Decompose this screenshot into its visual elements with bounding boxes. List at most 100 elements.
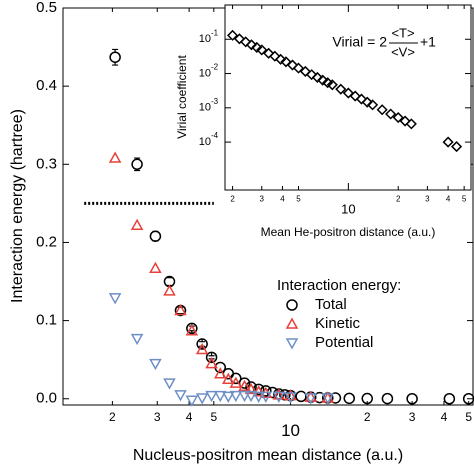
data-point (306, 69, 318, 81)
y-tick-label: 10 (199, 67, 211, 79)
legend-label: Kinetic (315, 315, 361, 332)
x-tick-label: 4 (441, 410, 448, 424)
data-point (149, 358, 162, 371)
data-point (263, 47, 275, 59)
data-point (213, 367, 227, 379)
x-tick-label: 2 (396, 194, 401, 203)
data-point (273, 388, 285, 400)
data-point (149, 261, 162, 273)
main-chart: 2 3 4 5 10 2 3 4 5 0.0 0.1 0.2 0.3 0.4 0.5 Nucleus-posi… (9, 0, 474, 464)
data-point (321, 393, 335, 405)
data-point (195, 393, 209, 405)
y-tick-label: 0.1 (36, 312, 57, 329)
data-point (272, 388, 286, 400)
error-bar (112, 48, 119, 66)
data-point (163, 378, 176, 390)
data-point (149, 230, 162, 242)
data-point (284, 389, 297, 401)
data-point (343, 392, 356, 405)
x-tick-label: 5 (465, 410, 472, 424)
data-point (252, 391, 265, 403)
error-bar (199, 339, 206, 350)
data-point (108, 151, 122, 163)
x-tick-label: 3 (409, 410, 416, 424)
data-point (326, 79, 338, 91)
legend-marker (285, 317, 299, 329)
x-tick-label: 3 (260, 194, 265, 203)
data-point (284, 392, 297, 404)
data-point (131, 158, 143, 170)
data-point (385, 108, 397, 120)
formula-numerator: <T> (391, 25, 414, 40)
x-tick-label: 10 (341, 202, 355, 217)
data-point (195, 342, 209, 355)
y-tick-label: 0.4 (36, 77, 57, 94)
data-point (335, 83, 347, 95)
data-point (251, 41, 263, 53)
x-tick-label: 3 (425, 194, 430, 203)
data-point (233, 33, 245, 45)
data-point (229, 390, 243, 403)
data-point (299, 65, 311, 78)
data-point (130, 333, 144, 346)
data-point (381, 392, 394, 405)
data-point (174, 303, 187, 316)
data-point (442, 136, 454, 148)
data-point (405, 118, 417, 130)
data-point (205, 357, 218, 369)
data-point (376, 104, 388, 116)
data-point (355, 93, 368, 105)
data-point (196, 338, 208, 350)
y-tick-label: 10 (199, 102, 211, 114)
data-point (244, 390, 258, 403)
legend-label: Potential (315, 334, 373, 351)
y-tick-label: 0.2 (36, 233, 57, 250)
y-tick-label: 10 (199, 136, 211, 148)
data-point (361, 96, 373, 108)
y-tick-exponent: -4 (211, 131, 219, 140)
data-point (185, 395, 199, 407)
data-point (295, 390, 307, 403)
data-point (311, 71, 323, 83)
y-tick-exponent: -3 (211, 97, 219, 106)
data-point (304, 390, 317, 402)
data-point (392, 111, 404, 124)
legend-label: Total (315, 296, 347, 313)
y-tick-label: 0.0 (36, 390, 57, 407)
x-tick-label: 3 (154, 410, 161, 424)
error-bar (208, 352, 215, 363)
x-tick-label: 5 (210, 410, 217, 424)
data-point (280, 56, 292, 68)
data-point (286, 59, 299, 71)
x-tick-label: 2 (364, 410, 371, 424)
data-point (443, 393, 456, 405)
data-point (222, 372, 235, 384)
x-tick-label: 2 (109, 410, 116, 424)
legend-title: Interaction energy: (277, 277, 401, 294)
data-point (205, 390, 218, 403)
data-point (304, 393, 317, 405)
data-point (342, 87, 354, 99)
data-point (130, 218, 144, 231)
data-point (108, 293, 122, 305)
x-tick-label: 4 (446, 194, 451, 203)
data-point (205, 351, 218, 364)
y-axis-label: Interaction energy (hartree) (9, 109, 26, 303)
data-point (399, 115, 411, 127)
data-point (244, 382, 258, 395)
x-tick-label: 10 (281, 421, 300, 440)
formula-lhs: Virial = 2 (332, 34, 387, 50)
data-point (245, 39, 258, 51)
legend-marker (285, 338, 299, 350)
data-point (256, 44, 268, 56)
data-point (222, 391, 235, 403)
data-point (317, 74, 329, 86)
x-tick-label: 4 (186, 410, 193, 424)
legend-marker (286, 299, 298, 311)
data-point (292, 62, 305, 74)
data-point (213, 390, 227, 403)
error-bar (152, 230, 159, 242)
data-point (272, 391, 286, 403)
x-tick-label: 2 (230, 194, 235, 203)
